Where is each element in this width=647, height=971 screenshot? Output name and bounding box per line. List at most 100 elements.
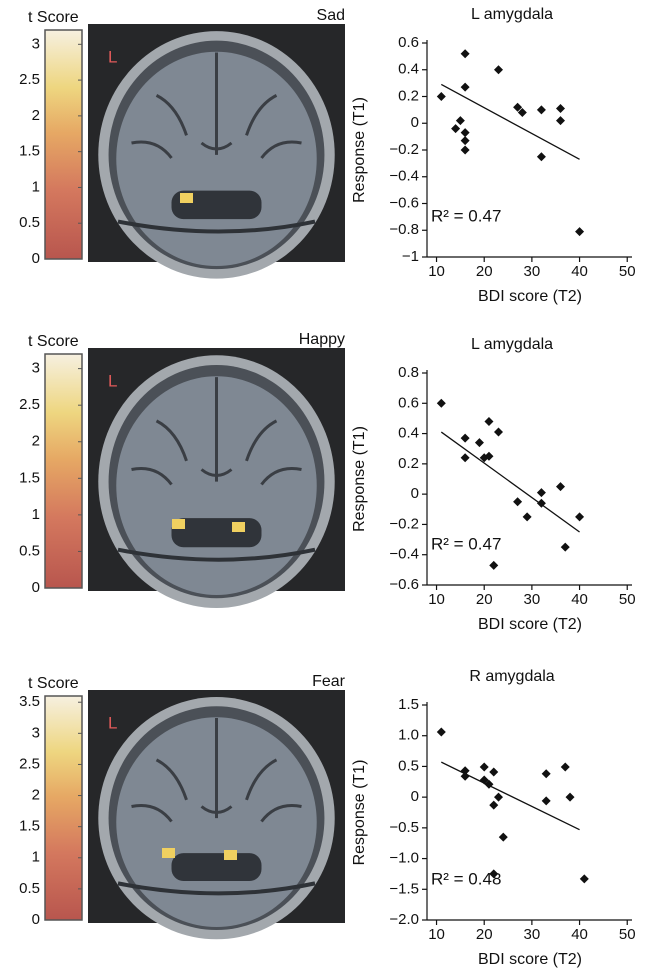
point [437,728,446,737]
x-tick-label: 20 [476,926,493,943]
point [513,497,522,506]
point [575,227,584,236]
brain-image [88,24,345,279]
x-tick-label: 10 [428,263,445,280]
y-axis-label: Response (T1) [351,760,368,866]
point [437,399,446,408]
x-tick-label: 10 [428,926,445,943]
y-tick-label: −0.6 [389,576,419,593]
point [575,512,584,521]
y-tick-label: −0.4 [389,546,419,563]
annotation: R² = 0.48 [431,869,501,888]
colorbar-tick-label: 3 [32,724,40,741]
y-tick-label: 1.0 [398,727,419,744]
x-tick-label: 30 [524,263,541,280]
y-axis-label: Response (T1) [351,97,368,203]
point [494,65,503,74]
point [489,561,498,570]
colorbar-tick-label: 0 [32,911,40,928]
x-axis-label: BDI score (T2) [478,616,582,633]
point [456,116,465,125]
y-tick-label: −2.0 [389,911,419,928]
point [523,512,532,521]
colorbar-tick-label: 0.5 [19,880,40,897]
point [475,438,484,447]
x-tick-label: 40 [571,263,588,280]
y-tick-label: 1.5 [398,696,419,713]
point [461,434,470,443]
y-tick-label: 0.2 [398,455,419,472]
x-tick-label: 50 [619,591,636,608]
point [494,428,503,437]
condition-label: Happy [299,331,345,348]
colorbar-tick-label: 3 [32,35,40,52]
y-tick-label: −0.5 [389,819,419,836]
y-tick-label: 0.5 [398,757,419,774]
point [451,124,460,133]
y-axis-label: Response (T1) [351,426,368,532]
colorbar-tick-label: 2.5 [19,71,40,88]
colorbar-tick-label: 2.5 [19,396,40,413]
condition-label: Sad [317,7,345,24]
side-label: L [108,47,117,66]
point [494,793,503,802]
y-tick-label: 0 [411,788,419,805]
point [461,83,470,92]
point [499,833,508,842]
activation [162,848,175,858]
y-tick-label: −0.8 [389,221,419,238]
y-tick-label: −1 [402,248,419,265]
chart-title: R amygdala [469,668,554,685]
y-tick-label: 0.6 [398,34,419,51]
y-tick-label: 0.6 [398,394,419,411]
y-tick-label: 0.2 [398,87,419,104]
colorbar [45,354,82,588]
colorbar-tick-label: 2 [32,787,40,804]
x-tick-label: 50 [619,263,636,280]
point [489,767,498,776]
point [542,796,551,805]
x-tick-label: 40 [571,926,588,943]
condition-label: Fear [312,673,346,690]
point [566,793,575,802]
x-tick-label: 10 [428,591,445,608]
y-tick-label: 0.4 [398,61,419,78]
y-tick-label: −1.5 [389,880,419,897]
point [537,105,546,114]
x-tick-label: 50 [619,926,636,943]
x-tick-label: 20 [476,591,493,608]
brainstem-dark [172,853,262,881]
colorbar-tick-label: 2 [32,107,40,124]
point [461,453,470,462]
point [537,488,546,497]
point [489,801,498,810]
point [580,874,589,883]
chart-title: L amygdala [471,336,553,353]
x-tick-label: 40 [571,591,588,608]
side-label: L [108,713,117,732]
point [561,763,570,772]
colorbar-tick-label: 0 [32,579,40,596]
point [561,543,570,552]
colorbar-tick-label: 3.5 [19,693,40,710]
x-axis-label: BDI score (T2) [478,288,582,305]
y-tick-label: 0.4 [398,425,419,442]
colorbar [45,30,82,259]
point [461,128,470,137]
figure: L Sad t Score 0 0.5 1 1.5 2 2.5 3 L amygdala BDI sc… [0,0,647,971]
colorbar-tick-label: 1 [32,506,40,523]
x-tick-label: 20 [476,263,493,280]
point [461,136,470,145]
point [556,482,565,491]
activation [180,193,193,203]
colorbar-tick-label: 1 [32,849,40,866]
annotation: R² = 0.47 [431,206,501,225]
point [437,92,446,101]
side-label: L [108,371,117,390]
colorbar-title: t Score [28,675,79,692]
activation [232,522,245,532]
trendline [441,432,579,532]
colorbar-tick-label: 0.5 [19,214,40,231]
brain-image [88,690,345,939]
brain-image [88,348,345,608]
